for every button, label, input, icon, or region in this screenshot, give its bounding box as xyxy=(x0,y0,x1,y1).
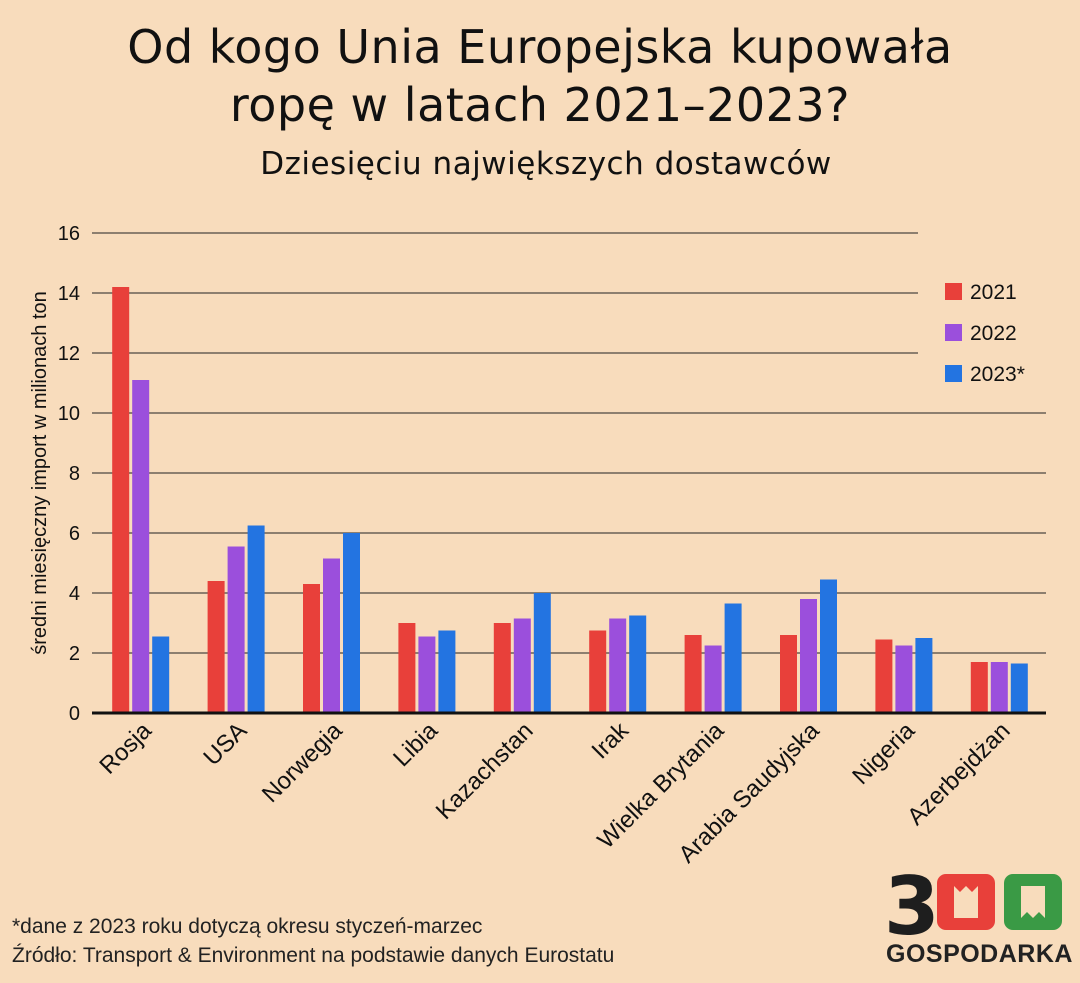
bar-2022-9 xyxy=(895,645,913,713)
bar-2022-5 xyxy=(513,618,531,713)
bar-2021-2 xyxy=(207,581,225,713)
bar-2023-9 xyxy=(915,638,933,713)
logo-300-gospodarka: 3 GOSPODARKA xyxy=(884,866,1074,976)
bar-2023-10 xyxy=(1010,663,1028,713)
bar-2021-10 xyxy=(970,662,988,713)
svg-text:3: 3 xyxy=(884,866,940,938)
legend-swatch xyxy=(945,324,962,341)
bar-2023-2 xyxy=(247,525,265,713)
footnote-source: Źródło: Transport & Environment na podst… xyxy=(12,944,615,967)
y-tick-label: 16 xyxy=(58,223,80,245)
logo-digits-icon: 3 xyxy=(884,866,1062,938)
bar-2022-7 xyxy=(704,645,722,713)
legend-swatch xyxy=(945,365,962,382)
bar-2021-6 xyxy=(589,630,607,713)
footnote-note: *dane z 2023 roku dotyczą okresu styczeń… xyxy=(12,915,483,938)
bar-2022-4 xyxy=(418,636,436,713)
legend-swatch xyxy=(945,283,962,300)
y-tick-label: 8 xyxy=(69,463,80,485)
footnote: *dane z 2023 roku dotyczą okresu styczeń… xyxy=(12,912,614,970)
y-tick-label: 0 xyxy=(69,703,80,725)
legend-label: 2023* xyxy=(970,363,1025,386)
bar-2023-3 xyxy=(343,533,360,713)
bar-2021-4 xyxy=(398,623,416,713)
bar-2022-2 xyxy=(227,546,245,713)
x-tick-label: Norwegia xyxy=(257,717,348,808)
x-tick-label: Rosja xyxy=(94,717,157,780)
x-tick-label: Irak xyxy=(587,716,635,764)
bar-2022-10 xyxy=(990,662,1008,713)
x-tick-label: Kazachstan xyxy=(431,717,539,825)
bar-2021-8 xyxy=(780,635,797,713)
y-tick-label: 12 xyxy=(58,343,80,365)
chart-subtitle: Dziesięciu największych dostawców xyxy=(260,146,832,182)
chart-title-line1: Od kogo Unia Europejska kupowała xyxy=(127,20,953,74)
y-axis-label: średni miesięczny import w milionach ton xyxy=(29,291,51,654)
bar-2022-8 xyxy=(800,599,817,713)
legend-label: 2021 xyxy=(970,281,1017,304)
bar-2022-6 xyxy=(609,618,627,713)
bar-2023-5 xyxy=(533,593,551,713)
y-tick-label: 2 xyxy=(69,643,80,665)
bar-2023-6 xyxy=(629,615,647,713)
x-tick-label: Azerbejdżan xyxy=(902,717,1015,830)
bar-2021-3 xyxy=(303,584,320,713)
x-tick-label: Nigeria xyxy=(847,717,920,790)
bar-2022-1 xyxy=(132,380,150,713)
y-tick-label: 10 xyxy=(58,403,80,425)
bar-2021-1 xyxy=(112,287,130,713)
legend-label: 2022 xyxy=(970,322,1017,345)
bar-2021-9 xyxy=(875,639,893,713)
chart-title-line2: ropę w latach 2021–2023? xyxy=(229,78,851,132)
bar-2023-7 xyxy=(724,603,742,713)
logo-wordmark: GOSPODARKA xyxy=(886,940,1073,968)
bar-2021-5 xyxy=(493,623,511,713)
bar-2021-7 xyxy=(684,635,702,713)
x-tick-label: USA xyxy=(198,717,252,771)
bar-2022-3 xyxy=(323,558,340,713)
y-tick-label: 6 xyxy=(69,523,80,545)
y-tick-label: 14 xyxy=(58,283,80,305)
bar-2023-1 xyxy=(152,636,170,713)
bar-chart: 0 2 4 6 8 10 12 14 16 średni miesięczny import w … xyxy=(29,223,1046,868)
y-tick-label: 4 xyxy=(69,583,80,605)
bar-2023-8 xyxy=(820,579,837,713)
x-tick-label: Libia xyxy=(388,717,443,772)
chart-title: Od kogo Unia Europejska kupowała ropę w … xyxy=(0,18,1080,134)
bar-2023-4 xyxy=(438,630,456,713)
